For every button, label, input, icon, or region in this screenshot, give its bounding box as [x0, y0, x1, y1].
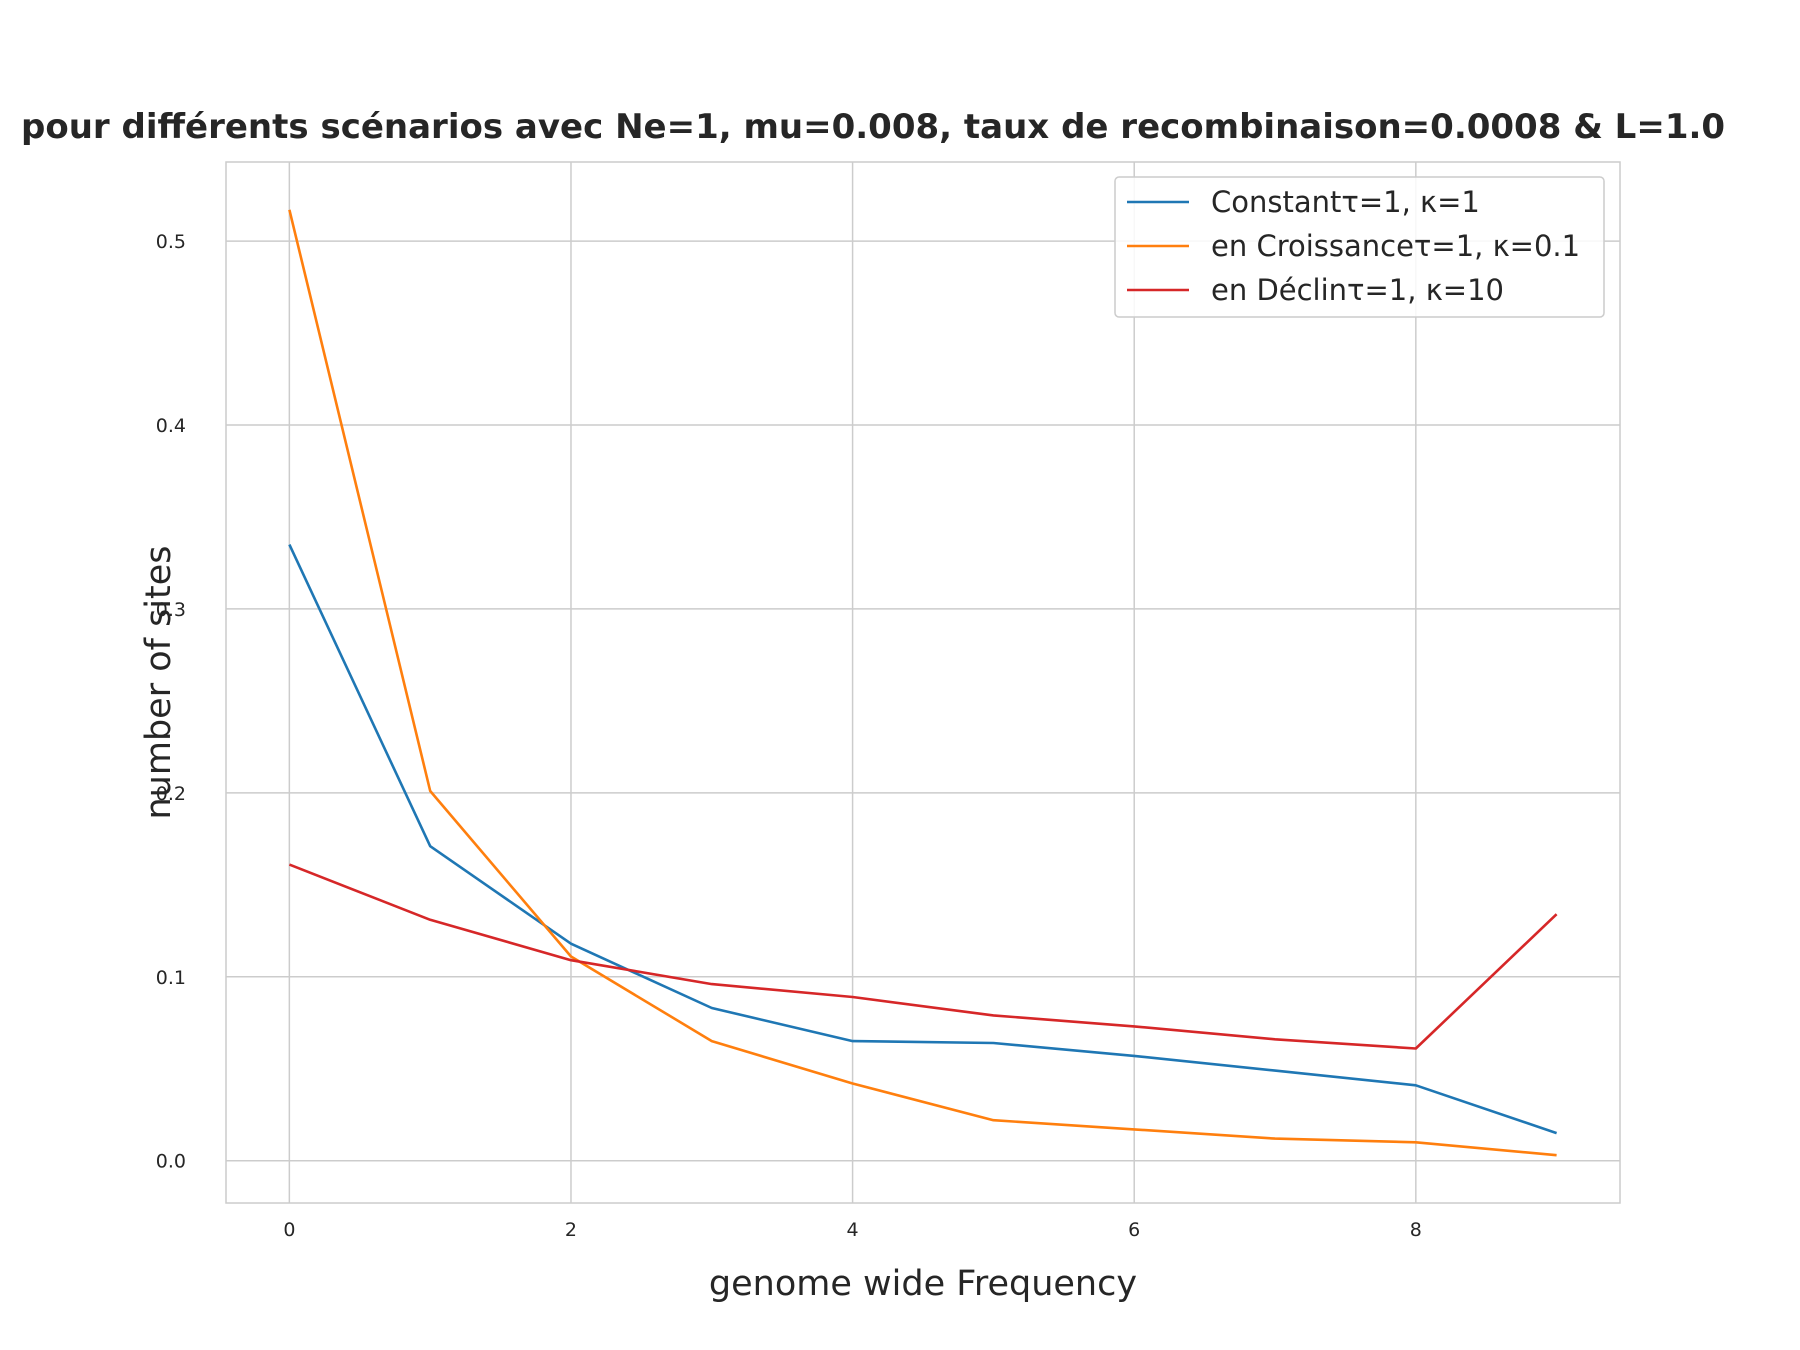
y-tick-label: 0.4: [156, 415, 186, 437]
x-tick-label: 6: [1128, 1219, 1140, 1241]
x-tick-label: 4: [847, 1219, 859, 1241]
legend-box: [1114, 176, 1605, 318]
series-lines: [288, 209, 1558, 1157]
x-tick-label: 0: [283, 1219, 295, 1241]
grid: [226, 162, 1620, 1203]
chart-title: pour différents scénarios avec Ne=1, mu=…: [21, 107, 1725, 147]
legend-entry: en Déclinτ=1, κ=10: [1211, 273, 1504, 307]
x-tick-label: 2: [565, 1219, 577, 1241]
series-line: [288, 544, 1558, 1135]
legend-entry: en Croissanceτ=1, κ=0.1: [1211, 229, 1580, 263]
y-tick-label: 0.2: [156, 783, 186, 805]
series-line: [288, 863, 1558, 1050]
y-tick-label: 0.5: [156, 231, 186, 253]
x-axis-label: genome wide Frequency: [709, 1264, 1137, 1304]
plot-frame: [225, 161, 1621, 1204]
y-tick-label: 0.0: [156, 1151, 186, 1173]
legend: Constantτ=1, κ=1 en Croissanceτ=1, κ=0.1 e…: [1114, 176, 1605, 318]
y-tick-label: 0.3: [156, 599, 186, 621]
y-tick-label: 0.1: [156, 967, 186, 989]
ticks: 0 2 4 6 8 0.0 0.1 0.2 0.3 0.4 0.5: [156, 231, 1422, 1241]
x-tick-label: 8: [1410, 1219, 1422, 1241]
legend-entry: Constantτ=1, κ=1: [1211, 185, 1480, 219]
y-axis-label: number of sites: [139, 545, 179, 819]
series-line: [288, 209, 1557, 1157]
